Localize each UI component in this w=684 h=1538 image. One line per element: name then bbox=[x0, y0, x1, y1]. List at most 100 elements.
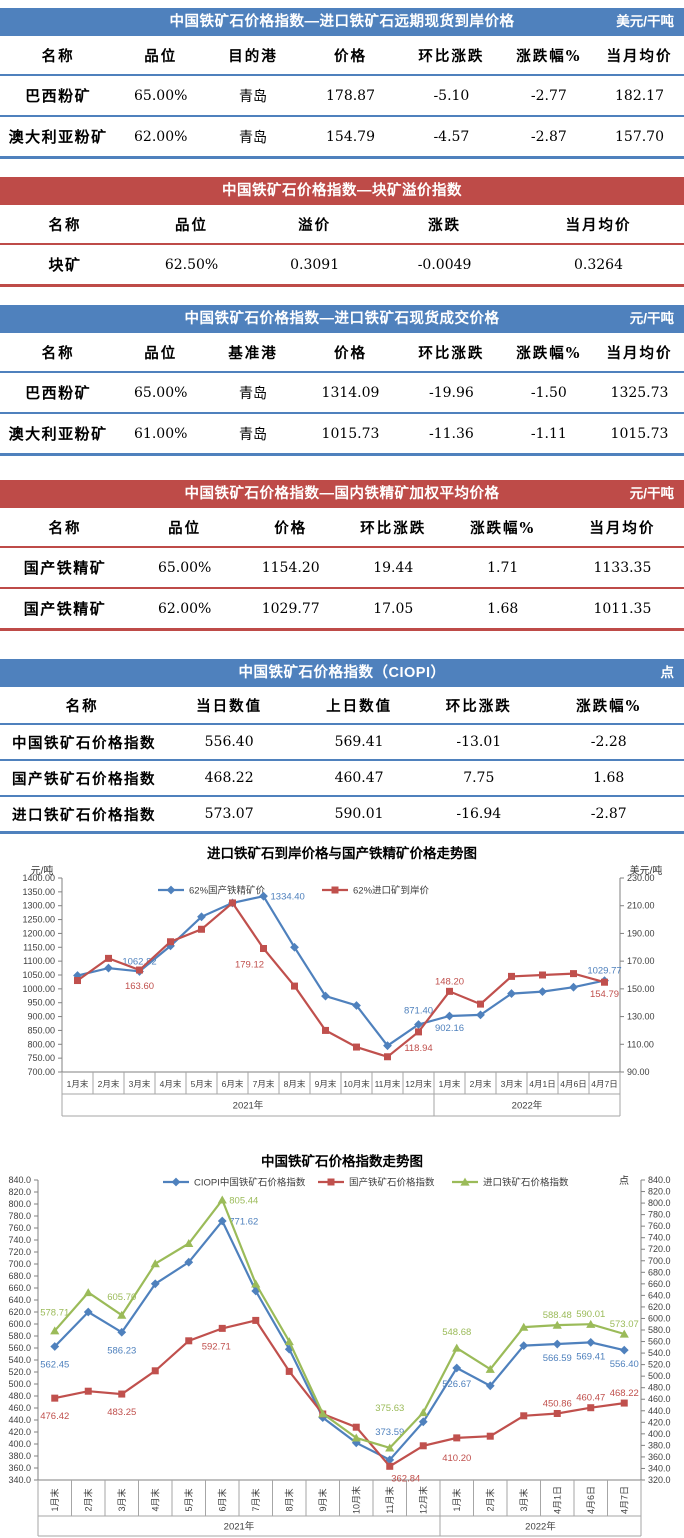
left-tick-label: 460.0 bbox=[8, 1403, 31, 1413]
right-tick-label: 360.0 bbox=[648, 1452, 671, 1462]
header-cell: 涨跌幅% bbox=[503, 333, 595, 372]
table-title-bar: 中国铁矿石价格指数—进口铁矿石远期现货到岸价格 美元/干吨 bbox=[0, 8, 684, 36]
right-tick-label: 600.0 bbox=[648, 1313, 671, 1323]
header-cell: 当月均价 bbox=[595, 333, 684, 372]
cell: 1325.73 bbox=[595, 372, 684, 413]
right-tick-label: 800.0 bbox=[648, 1198, 671, 1208]
header-cell: 品位 bbox=[116, 333, 205, 372]
table-unit: 元/干吨 bbox=[630, 480, 674, 508]
point-label: 586.23 bbox=[107, 1345, 136, 1356]
cell: -0.0049 bbox=[376, 244, 513, 286]
left-tick-label: 380.0 bbox=[8, 1451, 31, 1461]
category-label: 4月1日 bbox=[529, 1079, 555, 1089]
point-label: 566.59 bbox=[543, 1353, 572, 1364]
year-group-label: 2021年 bbox=[233, 1100, 264, 1112]
left-tick-label: 500.0 bbox=[8, 1379, 31, 1389]
category-label: 7月末 bbox=[253, 1079, 275, 1089]
cell: 国产铁矿石价格指数 bbox=[0, 760, 164, 796]
left-tick-label: 1300.00 bbox=[22, 901, 55, 911]
left-tick-label: 900.00 bbox=[27, 1012, 55, 1022]
point-label: 578.71 bbox=[40, 1308, 69, 1319]
left-tick-label: 1100.00 bbox=[23, 956, 55, 966]
cell: -11.36 bbox=[400, 413, 503, 455]
ciopi-report: 中国铁矿石价格指数—进口铁矿石远期现货到岸价格 美元/干吨 名称品位目的港价格环… bbox=[0, 8, 684, 1538]
point-label: 562.45 bbox=[40, 1360, 69, 1371]
cell: 182.17 bbox=[595, 75, 684, 116]
header-cell: 当月均价 bbox=[561, 508, 684, 547]
category-label: 4月6日 bbox=[586, 1486, 596, 1514]
left-tick-label: 1350.00 bbox=[22, 887, 55, 897]
left-tick-label: 1200.00 bbox=[22, 928, 55, 938]
category-label: 5月末 bbox=[191, 1079, 213, 1089]
right-tick-label: 840.0 bbox=[648, 1175, 671, 1185]
cell: 国产铁精矿 bbox=[0, 547, 130, 588]
table-title: 中国铁矿石价格指数（CIOPI） bbox=[0, 659, 684, 687]
cell: 62.00% bbox=[130, 588, 239, 630]
right-tick-label: 460.0 bbox=[648, 1394, 671, 1404]
category-label: 1月末 bbox=[451, 1488, 462, 1511]
right-tick-label: 640.0 bbox=[648, 1290, 671, 1300]
chart-ciopi-index-trend: 中国铁矿石价格指数走势图点CIOPI中国铁矿石价格指数国产铁矿石价格指数进口铁矿… bbox=[0, 1150, 684, 1538]
cell: 1314.09 bbox=[301, 372, 400, 413]
left-tick-label: 720.0 bbox=[8, 1247, 31, 1257]
point-label: 450.86 bbox=[543, 1398, 572, 1409]
category-label: 9月末 bbox=[317, 1488, 328, 1511]
left-tick-label: 560.0 bbox=[8, 1343, 31, 1353]
cell: 1.68 bbox=[534, 760, 684, 796]
header-row: 名称当日数值上日数值环比涨跌涨跌幅% bbox=[0, 687, 684, 724]
category-label: 2月末 bbox=[82, 1488, 93, 1511]
right-tick-label: 620.0 bbox=[648, 1302, 671, 1312]
header-cell: 当日数值 bbox=[164, 687, 294, 724]
right-tick-label: 130.00 bbox=[627, 1012, 655, 1022]
right-tick-label: 720.0 bbox=[648, 1244, 671, 1254]
cell: 1133.35 bbox=[561, 547, 684, 588]
header-cell: 环比涨跌 bbox=[424, 687, 533, 724]
header-cell: 溢价 bbox=[253, 205, 376, 244]
point-label: 605.70 bbox=[107, 1292, 136, 1303]
table-domestic-concentrate-price: 中国铁矿石价格指数—国内铁精矿加权平均价格 元/干吨 名称品位价格环比涨跌涨跌幅… bbox=[0, 480, 684, 631]
cell: 进口铁矿石价格指数 bbox=[0, 796, 164, 833]
legend: CIOPI中国铁矿石价格指数国产铁矿石价格指数进口铁矿石价格指数 bbox=[163, 1177, 569, 1189]
header-row: 名称品位目的港价格环比涨跌涨跌幅%当月均价 bbox=[0, 36, 684, 75]
point-label: 573.07 bbox=[610, 1319, 639, 1330]
left-tick-label: 420.0 bbox=[8, 1427, 31, 1437]
right-tick-label: 400.0 bbox=[648, 1429, 671, 1439]
left-tick-label: 440.0 bbox=[8, 1415, 31, 1425]
table-import-spot-price: 中国铁矿石价格指数—进口铁矿石现货成交价格 元/干吨 名称品位基准港价格环比涨跌… bbox=[0, 305, 684, 456]
point-label: 548.68 bbox=[442, 1327, 471, 1338]
cell: 1015.73 bbox=[595, 413, 684, 455]
category-label: 1月末 bbox=[49, 1488, 60, 1511]
right-tick-label: 820.0 bbox=[648, 1187, 671, 1197]
left-tick-label: 540.0 bbox=[8, 1355, 31, 1365]
left-tick-label: 340.0 bbox=[8, 1475, 31, 1485]
header-cell: 品位 bbox=[116, 36, 205, 75]
category-label: 2月末 bbox=[470, 1079, 492, 1089]
left-tick-label: 640.0 bbox=[8, 1295, 31, 1305]
cell: 569.41 bbox=[294, 724, 424, 760]
point-label: 805.44 bbox=[229, 1195, 258, 1206]
cell: 0.3264 bbox=[513, 244, 684, 286]
category-label: 4月末 bbox=[149, 1488, 160, 1511]
category-label: 9月末 bbox=[315, 1079, 337, 1089]
category-label: 3月末 bbox=[129, 1079, 151, 1089]
left-tick-label: 750.00 bbox=[27, 1053, 55, 1063]
point-label: 148.20 bbox=[435, 976, 464, 987]
cell: 1015.73 bbox=[301, 413, 400, 455]
chart-title: 中国铁矿石价格指数走势图 bbox=[261, 1153, 423, 1169]
cell: -2.87 bbox=[534, 796, 684, 833]
category-label: 11月末 bbox=[375, 1079, 401, 1089]
left-tick-label: 1150.00 bbox=[23, 942, 55, 952]
cell: 1154.20 bbox=[239, 547, 342, 588]
header-cell: 上日数值 bbox=[294, 687, 424, 724]
left-tick-label: 1050.00 bbox=[22, 970, 55, 980]
table-title: 中国铁矿石价格指数—进口铁矿石远期现货到岸价格 bbox=[0, 8, 684, 36]
legend-label: 62%国产铁精矿价 bbox=[189, 885, 266, 897]
header-cell: 环比涨跌 bbox=[342, 508, 445, 547]
left-tick-label: 480.0 bbox=[8, 1391, 31, 1401]
